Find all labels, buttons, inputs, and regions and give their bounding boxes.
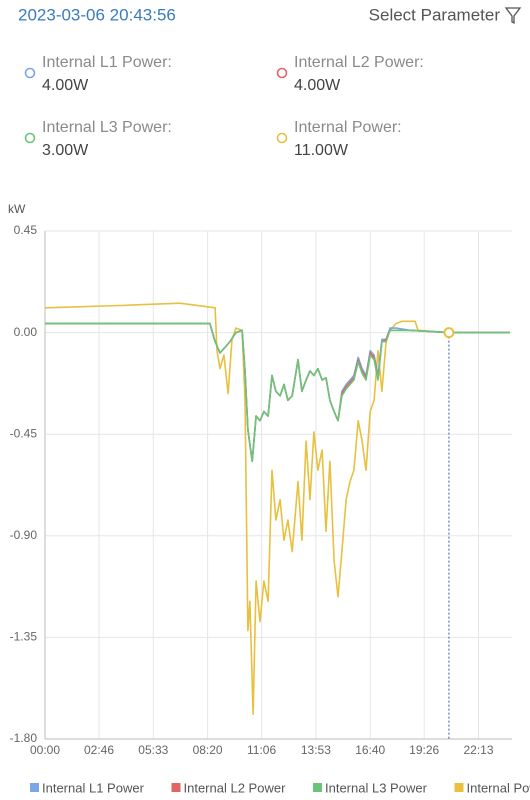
readout-icon	[24, 67, 36, 79]
x-tick-label: 08:20	[193, 743, 223, 757]
legend-label: Internal L2 Power	[184, 780, 287, 795]
x-tick-label: 13:53	[301, 743, 331, 757]
y-unit: kW	[8, 202, 26, 216]
readout-icon	[24, 132, 36, 144]
y-tick-label: -0.45	[10, 426, 38, 440]
legend-swatch	[30, 783, 39, 792]
readout-icon	[276, 67, 288, 79]
readout-value: 4.00W	[294, 77, 341, 94]
readout-label: Internal L3 Power:	[42, 119, 172, 136]
select-parameter[interactable]: Select Parameter	[369, 5, 522, 25]
x-tick-label: 05:33	[138, 743, 168, 757]
legend-swatch	[313, 783, 322, 792]
y-tick-label: 0.00	[14, 325, 38, 339]
filter-icon[interactable]	[504, 7, 522, 25]
legend-label: Internal L3 Power	[325, 780, 428, 795]
series-line	[45, 322, 510, 463]
readouts: Internal L1 Power: 4.00W Internal L2 Power…	[24, 54, 424, 159]
x-tick-label: 22:13	[463, 743, 493, 757]
series-line	[44, 302, 510, 715]
x-tick-label: 00:00	[30, 743, 60, 757]
x-tick-label: 02:46	[84, 743, 114, 757]
timestamp: 2023-03-06 20:43:56	[18, 5, 176, 24]
readout-value: 11.00W	[294, 142, 349, 159]
x-tick-label: 16:40	[355, 743, 385, 757]
readout-value: 4.00W	[42, 77, 89, 94]
x-tick-label: 19:26	[409, 743, 439, 757]
legend-label: Internal Power	[467, 780, 530, 795]
y-tick-label: -0.90	[10, 528, 38, 542]
readout-icon	[276, 132, 288, 144]
legend-swatch	[454, 783, 464, 792]
readout-value: 3.00W	[42, 142, 89, 159]
y-tick-label: 0.45	[14, 223, 38, 237]
readout-label: Internal L2 Power:	[294, 54, 424, 71]
select-parameter-label[interactable]: Select Parameter	[369, 5, 501, 24]
readout-label: Internal Power:	[294, 119, 402, 136]
y-tick-label: -1.80	[10, 731, 38, 745]
x-tick-label: 11:06	[247, 743, 276, 757]
legend-label: Internal L1 Power	[42, 780, 145, 795]
y-tick-label: -1.35	[10, 630, 38, 644]
readout-label: Internal L1 Power:	[42, 54, 172, 71]
cursor-point	[443, 327, 455, 339]
legend-swatch	[171, 783, 181, 792]
